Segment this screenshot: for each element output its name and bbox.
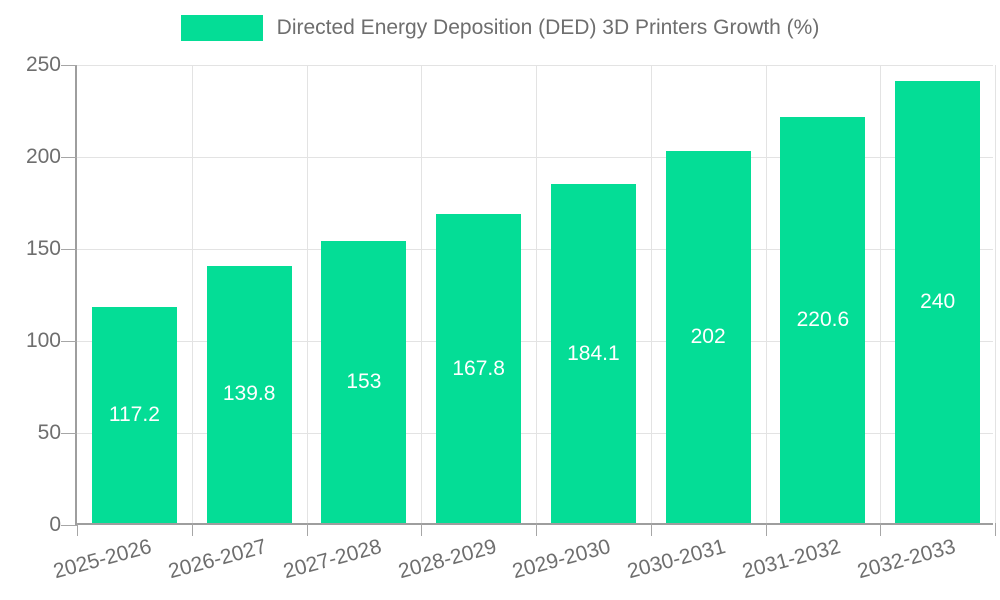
bar[interactable]: 220.6 bbox=[780, 117, 866, 523]
y-axis-tick bbox=[61, 249, 77, 250]
gridline-vertical bbox=[995, 65, 996, 523]
gridline-vertical bbox=[536, 65, 537, 523]
y-axis-tick-label: 200 bbox=[25, 145, 61, 168]
gridline-horizontal bbox=[77, 433, 993, 434]
bar[interactable]: 153 bbox=[321, 241, 407, 523]
bar-value-label: 153 bbox=[346, 370, 382, 394]
gridline-vertical bbox=[880, 65, 882, 523]
legend-label: Directed Energy Deposition (DED) 3D Prin… bbox=[276, 16, 820, 39]
legend-swatch bbox=[180, 15, 263, 41]
bar-value-label: 202 bbox=[690, 325, 726, 349]
bar[interactable]: 167.8 bbox=[436, 214, 522, 523]
x-axis-tick bbox=[536, 523, 537, 536]
y-axis-tick bbox=[61, 341, 77, 342]
x-axis-tick bbox=[765, 523, 767, 536]
bar[interactable]: 184.1 bbox=[550, 184, 636, 523]
y-axis-tick-label: 250 bbox=[25, 53, 61, 76]
bar-value-label: 220.6 bbox=[796, 308, 850, 332]
y-axis-tick-label: 100 bbox=[25, 329, 61, 352]
plot-area: 0 50 100 150 200 250 117.2 2025-2026 139.8 2026-2… bbox=[26, 53, 996, 583]
bar-value-label: 139.8 bbox=[222, 382, 276, 406]
bar-value-label: 117.2 bbox=[108, 403, 160, 427]
bar[interactable]: 139.8 bbox=[206, 265, 292, 523]
bar-value-label: 167.8 bbox=[452, 356, 505, 380]
x-axis-tick bbox=[77, 523, 78, 536]
gridline-vertical bbox=[306, 65, 308, 523]
y-axis-tick bbox=[61, 65, 77, 66]
gridline-vertical bbox=[765, 65, 767, 523]
bar[interactable]: 240 bbox=[895, 81, 981, 523]
y-axis-tick-label: 150 bbox=[25, 237, 61, 260]
y-axis-tick-label: 0 bbox=[49, 513, 61, 536]
gridline-horizontal bbox=[77, 249, 993, 250]
bar-value-label: 184.1 bbox=[567, 341, 620, 365]
x-axis-tick bbox=[421, 523, 423, 536]
x-axis-tick bbox=[880, 523, 882, 536]
bar[interactable]: 117.2 bbox=[91, 307, 177, 523]
gridline-vertical bbox=[421, 65, 423, 523]
bar[interactable]: 202 bbox=[665, 151, 751, 523]
x-axis-tick bbox=[306, 523, 308, 536]
legend: Directed Energy Deposition (DED) 3D Prin… bbox=[0, 15, 1000, 41]
y-axis-tick bbox=[61, 157, 77, 158]
gridline-horizontal bbox=[77, 157, 993, 158]
gridline-vertical bbox=[650, 65, 652, 523]
gridline-horizontal bbox=[77, 341, 993, 342]
y-axis-tick-label: 50 bbox=[37, 421, 61, 444]
legend-item[interactable]: Directed Energy Deposition (DED) 3D Prin… bbox=[180, 15, 820, 41]
x-axis-tick bbox=[191, 523, 193, 536]
x-axis-tick bbox=[650, 523, 652, 536]
y-axis-tick bbox=[61, 525, 77, 526]
y-axis-tick bbox=[61, 433, 77, 434]
bar-value-label: 240 bbox=[920, 290, 956, 314]
gridline-vertical bbox=[191, 65, 193, 523]
x-axis-tick bbox=[995, 523, 996, 536]
gridline-horizontal bbox=[77, 65, 993, 66]
